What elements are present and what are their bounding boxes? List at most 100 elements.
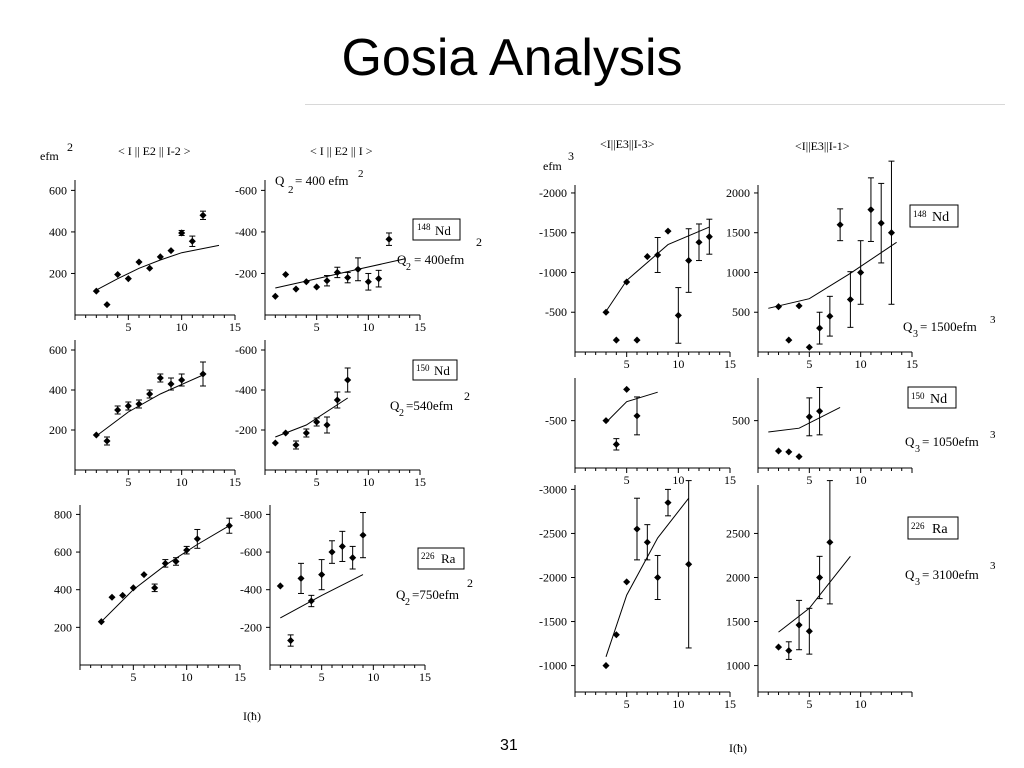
y-tick-label: -800 [240,507,262,521]
panel-title-e2-i-2: < I || E2 || I-2 > [118,144,191,158]
data-point [292,285,300,293]
data-point [654,251,662,259]
data-point [92,431,100,439]
data-point [612,336,620,344]
data-point [846,295,854,304]
y-tick-label: 800 [54,507,72,521]
data-point [193,535,201,543]
x-tick-label: 5 [624,473,630,487]
data-point [167,247,175,255]
x-tick-label: 15 [724,473,736,487]
chart-panel-e3_I-1_226: 5 10 2500 2000 1500 1000 [726,480,913,711]
data-point [307,597,315,605]
data-point [156,374,164,382]
y-tick-label: 2000 [726,186,750,200]
data-point [92,287,100,295]
data-point [333,396,341,404]
x-tick-label: 15 [234,670,246,684]
data-point [805,627,813,635]
y-tick-label: -200 [235,266,257,280]
data-point [816,324,824,332]
chart-panel-e2_I-2_150: 5 10 15 600 400 200 [49,340,241,489]
nd150-label-box [412,359,458,381]
chart-panel-e3_I-1_150: 5 10 500 [732,378,913,487]
data-point [633,336,641,344]
chart-panel-e2_I_226: 5 10 15 -800 -600 -400 -200 [240,505,431,684]
data-point [114,270,122,279]
data-point [602,662,610,670]
svg-text:Q: Q [903,319,913,334]
x-tick-label: 10 [672,697,684,711]
data-point [867,206,875,214]
x-tick-label: 15 [414,475,426,489]
chart-panel-e3_I-1_148: 5 10 15 2000 1500 1000 500 [726,160,918,371]
data-point [785,336,793,344]
panel-title-e3-i-1: <I||E3||I-1> [795,139,850,153]
data-point [271,292,279,300]
svg-text:Q: Q [275,173,285,188]
data-point [188,237,196,245]
fit-curve [768,406,841,433]
fit-curve [605,391,658,423]
y-tick-label: -400 [235,225,257,239]
x-tick-label: 15 [724,697,736,711]
data-point [124,402,132,410]
svg-text:= 3100efm: = 3100efm [922,567,979,582]
ra226-symbol: Ra [441,551,456,566]
data-point [836,221,844,229]
page-number: 31 [500,737,518,754]
data-point [178,376,186,384]
x-tick-label: 15 [419,670,431,684]
data-point [795,621,803,629]
svg-text:2: 2 [476,235,482,249]
y-tick-label: 1500 [726,615,750,629]
y-tick-label: -3000 [539,482,567,496]
slide-title: Gosia Analysis [341,29,683,87]
x-tick-label: 15 [229,320,241,334]
y-tick-label: 2000 [726,570,750,584]
nd148-symbol: Nd [435,223,451,238]
x-tick-label: 10 [367,670,379,684]
y-tick-label: -2000 [539,570,567,584]
nd148-label-box [412,218,461,241]
y-tick-label: 200 [49,423,67,437]
data-point [887,229,896,237]
nd148-e3-label-box [909,204,959,228]
x-tick-label: 5 [806,357,812,371]
y-tick-label: 600 [49,343,67,357]
svg-text:Q: Q [397,252,407,267]
svg-text:3: 3 [990,314,996,326]
y-tick-label: -1000 [539,265,567,279]
data-point [612,440,620,448]
x-tick-label: 5 [130,670,136,684]
y-tick-label: -200 [240,620,262,634]
data-point [103,301,111,309]
svg-text:Q: Q [905,434,915,449]
q3-150-annotation: Q 3 = 1050efm 3 [905,429,996,455]
nd148-e3-symbol: Nd [932,210,949,225]
nd148-mass: 148 [417,222,431,232]
data-point [172,557,180,566]
data-point [344,376,352,384]
x-tick-label: 5 [806,697,812,711]
chart-panel-e3_I-3_150: 5 10 15 -500 [545,378,736,487]
y-tick-label: 200 [54,620,72,634]
y-tick-label: -1500 [539,615,567,629]
fit-curve [768,241,897,309]
data-point [313,283,321,291]
y-tick-label: 500 [732,414,750,428]
data-point [146,264,154,272]
y-tick-label: 400 [49,225,67,239]
y-tick-label: 1000 [726,265,750,279]
y-tick-label: 500 [732,305,750,319]
x-tick-label: 10 [176,320,188,334]
svg-text:2: 2 [358,168,364,180]
svg-text:2: 2 [288,184,294,196]
x-tick-label: 5 [314,475,320,489]
svg-text:2: 2 [405,597,410,608]
plot-panels: 5 10 15 600 400 200 5 10 15 -600 -400 -200 5 10 15 600 4… [49,160,918,711]
data-point [857,268,865,277]
data-point [103,437,111,445]
y-tick-label: -600 [235,343,257,357]
data-point [795,453,803,461]
